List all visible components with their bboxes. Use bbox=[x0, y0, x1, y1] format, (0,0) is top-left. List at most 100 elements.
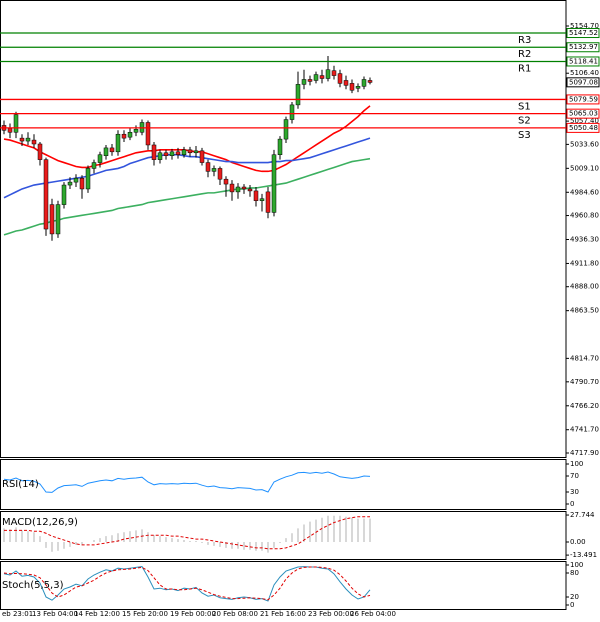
y-tick-label: 4717.90 bbox=[570, 449, 599, 457]
indicator-line bbox=[3, 566, 371, 601]
candle-body bbox=[145, 122, 151, 146]
y-tick-label: 4741.70 bbox=[570, 426, 599, 434]
candle-body bbox=[163, 152, 169, 156]
last-price-box bbox=[566, 77, 600, 88]
candle-body bbox=[367, 80, 373, 83]
candle-body bbox=[241, 186, 247, 190]
candle-body bbox=[133, 129, 139, 133]
candle-body bbox=[13, 114, 19, 133]
signal-line bbox=[4, 516, 370, 550]
candle-body bbox=[91, 162, 97, 169]
y-tick-label: 70 bbox=[570, 472, 579, 480]
level-price: 5147.52 bbox=[569, 29, 598, 37]
y-tick-label: 4790.70 bbox=[570, 378, 599, 386]
level-price-box bbox=[566, 42, 600, 53]
last-price: 5097.08 bbox=[569, 78, 598, 86]
y-tick-label: 30 bbox=[570, 488, 579, 496]
level-label: R3 bbox=[518, 35, 531, 46]
y-tick-label: 0 bbox=[570, 500, 574, 508]
y-tick-label: 80 bbox=[570, 569, 579, 577]
y-tick-label: 0.00 bbox=[570, 538, 586, 546]
indicator-label: Stoch(5,5,3) bbox=[2, 580, 64, 591]
y-tick-label: 5033.60 bbox=[570, 140, 599, 148]
candle-body bbox=[115, 133, 121, 153]
level-price-box bbox=[566, 108, 600, 119]
candle-body bbox=[355, 86, 361, 89]
candle-body bbox=[79, 177, 85, 190]
candle-body bbox=[361, 79, 367, 87]
level-label: S1 bbox=[518, 101, 531, 112]
candle-body bbox=[313, 74, 319, 81]
moving-average bbox=[3, 105, 371, 173]
candle-body bbox=[109, 147, 115, 153]
x-tick-label: 14 Feb 12:00 bbox=[74, 610, 120, 618]
level-price: 5050.48 bbox=[569, 124, 598, 132]
candle-body bbox=[49, 204, 55, 235]
panel-frame bbox=[0, 459, 567, 510]
panel-frame bbox=[0, 561, 567, 610]
candle-body bbox=[307, 79, 313, 82]
level-price: 5132.97 bbox=[569, 43, 598, 51]
y-tick-label: 4960.80 bbox=[570, 212, 599, 220]
x-tick-label: 23 Feb 00:00 bbox=[308, 610, 354, 618]
candle-body bbox=[277, 138, 283, 155]
level-price-box bbox=[566, 122, 600, 133]
y-tick-label: 0 bbox=[570, 601, 574, 609]
moving-average bbox=[3, 157, 371, 236]
x-tick-label: 20 Feb 08:00 bbox=[212, 610, 258, 618]
candle-body bbox=[211, 168, 217, 172]
level-price: 5118.41 bbox=[569, 57, 598, 65]
y-tick-label: 27.744 bbox=[570, 511, 595, 519]
candle-body bbox=[223, 178, 229, 185]
y-tick-label: 4766.20 bbox=[570, 402, 599, 410]
x-tick-label: 26 Feb 04:00 bbox=[350, 610, 396, 618]
y-tick-label: 4911.80 bbox=[570, 259, 599, 267]
candle-body bbox=[37, 143, 43, 160]
candle-body bbox=[343, 80, 349, 86]
x-tick-label: 13 Feb 04:00 bbox=[32, 610, 78, 618]
y-tick-label: 4888.00 bbox=[570, 283, 599, 291]
candle-body bbox=[181, 149, 187, 155]
level-label: S3 bbox=[518, 130, 531, 141]
candle-body bbox=[187, 149, 193, 154]
candle-body bbox=[205, 162, 211, 172]
candle-body bbox=[253, 190, 259, 201]
candle-body bbox=[295, 84, 301, 106]
level-price: 5065.03 bbox=[569, 110, 598, 118]
level-price-box bbox=[566, 28, 600, 39]
panel-frame bbox=[0, 0, 567, 458]
candle-body bbox=[301, 79, 307, 85]
candle-body bbox=[55, 204, 61, 235]
candle-body bbox=[265, 191, 271, 213]
y-tick-label: 100 bbox=[570, 460, 583, 468]
candle-body bbox=[157, 152, 163, 160]
y-tick-label: 4863.50 bbox=[570, 307, 599, 315]
indicator-line bbox=[3, 471, 371, 493]
candle-body bbox=[151, 144, 157, 160]
y-tick-label: 100 bbox=[570, 561, 583, 569]
y-tick-label: 20 bbox=[570, 593, 579, 601]
candle-body bbox=[43, 159, 49, 230]
candle-body bbox=[217, 168, 223, 180]
candle-body bbox=[175, 151, 181, 155]
indicator-label: RSI(14) bbox=[2, 479, 39, 490]
candle-body bbox=[283, 119, 289, 140]
y-tick-label: 5057.40 bbox=[570, 117, 599, 125]
level-price-box bbox=[566, 56, 600, 67]
y-tick-label: 4984.60 bbox=[570, 188, 599, 196]
level-label: R2 bbox=[518, 49, 531, 60]
level-price: 5079.59 bbox=[569, 95, 598, 103]
candle-body bbox=[325, 69, 331, 79]
candle-body bbox=[169, 151, 175, 156]
x-tick-label: 19 Feb 00:00 bbox=[170, 610, 216, 618]
panel-frame bbox=[0, 511, 567, 560]
candle-body bbox=[247, 188, 253, 192]
candle-body bbox=[61, 184, 67, 205]
candle-body bbox=[259, 198, 265, 201]
y-tick-label: 5154.70 bbox=[570, 22, 599, 30]
candle-body bbox=[271, 154, 277, 213]
level-label: S2 bbox=[518, 116, 531, 127]
candle-body bbox=[73, 177, 79, 183]
candle-body bbox=[319, 75, 325, 79]
